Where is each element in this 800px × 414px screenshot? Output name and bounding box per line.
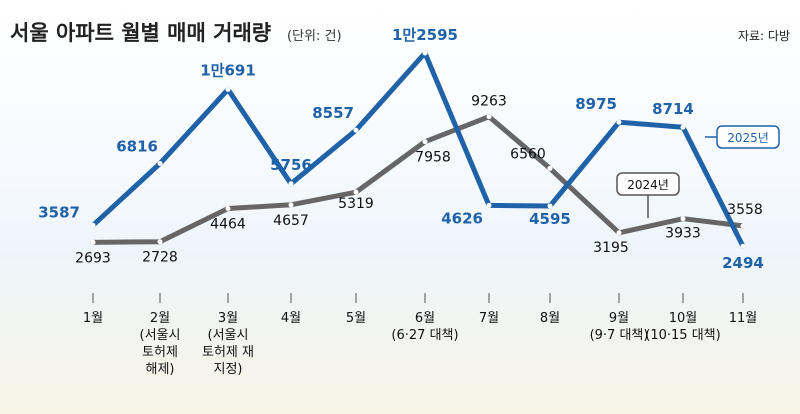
- label-2024-8: 6560: [510, 146, 546, 162]
- point-2025-1: [90, 222, 96, 228]
- point-2024-1: [90, 239, 96, 245]
- x-tick-label-10-note-1: (10·15 대책): [645, 328, 720, 343]
- point-2024-7: [486, 114, 492, 120]
- chart-title: 서울 아파트 월별 매매 거래량: [10, 21, 271, 45]
- series-legends: 2025년 2024년: [616, 125, 780, 218]
- series-layer: [90, 50, 746, 249]
- x-tick-label-2: 2월: [150, 311, 170, 326]
- point-2024-9: [616, 230, 622, 236]
- label-2024-10: 3933: [665, 226, 701, 242]
- label-2025-5: 8557: [312, 104, 354, 122]
- point-2025-11: [740, 243, 746, 249]
- x-tick-label-7: 7월: [479, 311, 499, 326]
- label-2024-9: 3195: [593, 240, 629, 256]
- point-2024-10: [680, 216, 686, 222]
- label-2025-3: 1만691: [200, 61, 256, 79]
- label-2025-10: 8714: [652, 100, 694, 118]
- x-tick-label-2-note-3: 해제): [146, 362, 175, 377]
- label-2024-11: 3558: [727, 202, 763, 218]
- x-tick-label-1: 1월: [83, 311, 103, 326]
- x-tick-label-3-note-1: (서울시: [208, 328, 249, 343]
- legend-2025-box: [716, 125, 780, 149]
- x-tick-label-9: 9월: [609, 311, 629, 326]
- label-2024-3: 4464: [210, 217, 246, 233]
- x-tick-label-3-note-3: 지정): [214, 362, 243, 377]
- point-2025-10: [680, 124, 686, 130]
- x-tick-label-2-note-1: (서울시: [140, 328, 181, 343]
- x-tick-label-8: 8월: [540, 311, 560, 326]
- x-tick-label-2-note-2: 토허제: [142, 345, 178, 360]
- point-2025-5: [353, 127, 359, 133]
- x-tick-label-6: 6월: [415, 311, 435, 326]
- point-2024-8: [547, 165, 553, 171]
- label-2024-4: 4657: [273, 213, 309, 229]
- legend-2024-box: [616, 172, 680, 196]
- x-tick-label-11: 11월: [729, 311, 758, 326]
- x-tick-label-9-note-1: (9·7 대책): [590, 328, 649, 343]
- label-2024-1: 2693: [75, 250, 111, 266]
- point-2024-4: [288, 202, 294, 208]
- x-tick-label-5: 5월: [346, 311, 366, 326]
- point-2025-7: [486, 202, 492, 208]
- point-2025-4: [288, 181, 294, 187]
- label-2024-2: 2728: [142, 250, 178, 266]
- source-note: 자료: 다방: [738, 29, 790, 43]
- point-2025-2: [157, 161, 163, 167]
- point-2025-6: [422, 50, 428, 56]
- label-2024-6: 7958: [415, 150, 451, 166]
- label-2025-8: 4595: [529, 210, 571, 228]
- point-2024-6: [422, 139, 428, 145]
- label-2025-11: 2494: [722, 254, 764, 272]
- label-2025-9: 8975: [575, 95, 617, 113]
- point-2024-3: [225, 206, 231, 212]
- label-2024-5: 5319: [338, 196, 374, 212]
- point-2024-2: [157, 239, 163, 245]
- x-tick-label-3: 3월: [218, 311, 238, 326]
- label-2025-4: 5756: [270, 156, 312, 174]
- x-tick-label-6-note-1: (6·27 대책): [391, 328, 458, 343]
- x-tick-label-4: 4월: [281, 311, 301, 326]
- point-2025-8: [547, 203, 553, 209]
- unit-note: (단위: 건): [287, 29, 342, 44]
- label-2025-7: 4626: [441, 209, 483, 227]
- point-2024-5: [353, 189, 359, 195]
- label-2025-1: 3587: [38, 203, 80, 221]
- label-2025-6: 1만2595: [392, 26, 458, 44]
- point-2025-3: [225, 86, 231, 92]
- label-2024-7: 9263: [471, 94, 507, 110]
- point-2024-11: [740, 223, 746, 229]
- point-2025-9: [616, 119, 622, 125]
- x-tick-label-3-note-2: 토허제 재: [202, 345, 254, 360]
- label-2025-2: 6816: [116, 138, 158, 156]
- legend-2025-label: 2025년: [727, 131, 769, 145]
- legend-2024-label: 2024년: [627, 178, 669, 192]
- x-tick-label-10: 10월: [669, 311, 698, 326]
- data-labels: 3587 6816 1만691 5756 8557 1만2595 4626 4595 8975 8…: [38, 26, 764, 272]
